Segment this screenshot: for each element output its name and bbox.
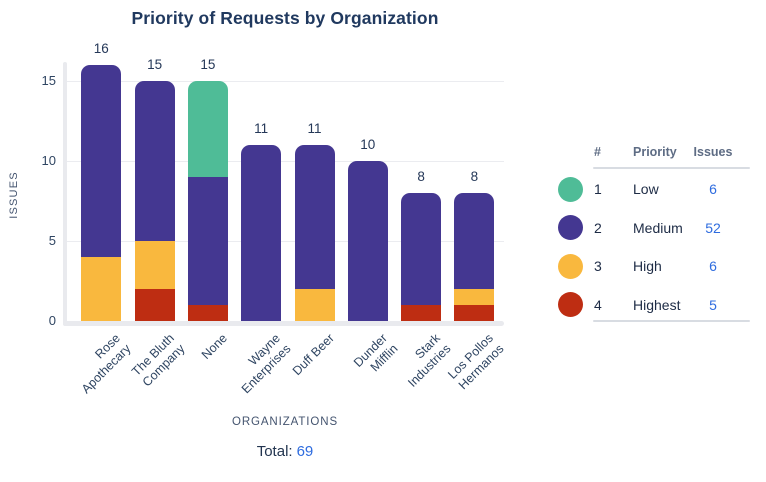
bar-segment-high[interactable] [454,289,495,305]
bar-the-bluth-company[interactable] [134,81,175,321]
bar-segment-high[interactable] [81,257,122,321]
y-tick-label-15: 15 [41,73,56,88]
bar-value-label-none: 15 [200,57,216,72]
bar-wayne-enterprises[interactable] [241,145,282,321]
gridline-10 [65,161,504,162]
gridline-15 [65,81,504,82]
y-axis-title: ISSUES [8,171,20,219]
bar-value-label-rose-apothecary: 16 [93,41,109,56]
bar-value-label-duff-beer: 11 [307,121,322,136]
x-axis-line [63,321,504,326]
bar-segment-highest[interactable] [401,305,442,321]
bar-segment-medium[interactable] [454,193,495,289]
legend-rank-4: 4 [594,296,602,313]
bar-segment-medium[interactable] [241,145,282,321]
bar-value-label-wayne-enterprises: 11 [254,121,269,136]
bar-segment-highest[interactable] [134,289,175,321]
bar-rose-apothecary[interactable] [81,65,122,321]
bar-value-label-dunder-mifflin: 10 [360,137,376,152]
bar-segment-high[interactable] [134,241,175,289]
bar-none[interactable] [187,81,228,321]
bar-value-label-los-pollos-hermanos: 8 [470,169,479,184]
legend-priority-highest: Highest [633,296,681,313]
legend-header-divider [593,167,750,169]
legend-issues-link-medium[interactable]: 52 [705,219,721,236]
legend-issues-link-highest[interactable]: 5 [709,296,717,313]
total-value-link[interactable]: 69 [296,443,314,460]
legend-header-issues: Issues [693,145,733,159]
legend-swatch-high-icon [558,253,583,279]
bar-dunder-mifflin[interactable] [347,161,388,321]
legend-rank-3: 3 [594,258,602,274]
legend-priority-low: Low [633,181,659,197]
legend-issues-link-low[interactable]: 6 [709,181,717,197]
bar-segment-medium[interactable] [401,193,442,305]
bar-segment-highest[interactable] [454,305,495,321]
legend-priority-high: High [633,258,662,274]
bar-segment-medium[interactable] [294,145,335,289]
legend-swatch-highest-icon [558,292,583,317]
y-tick-label-10: 10 [41,153,56,168]
total-label: Total: [256,443,293,460]
legend-rank-2: 2 [594,219,602,236]
y-tick-label-0: 0 [48,313,56,328]
bar-duff-beer[interactable] [294,145,335,321]
bar-stark-industries[interactable] [401,193,442,321]
y-axis-line [63,62,67,326]
legend-swatch-medium-icon [558,215,583,240]
chart-title: Priority of Requests by Organization [131,8,439,28]
legend-header-priority: Priority [633,145,677,159]
bar-value-label-stark-industries: 8 [417,169,425,184]
bar-los-pollos-hermanos[interactable] [454,193,495,321]
x-axis-title: ORGANIZATIONS [231,416,339,428]
bar-segment-high[interactable] [294,289,335,321]
legend-swatch-low-icon [558,176,583,202]
y-tick-label-5: 5 [48,233,56,248]
bar-segment-medium[interactable] [187,177,228,305]
bar-segment-low[interactable] [187,81,228,177]
bar-segment-medium[interactable] [134,81,175,241]
bar-value-label-the-bluth-company: 15 [147,57,163,72]
total-line: Total: 69 [65,443,505,460]
bar-segment-medium[interactable] [347,161,388,321]
legend-priority-medium: Medium [633,219,683,236]
legend-issues-link-high[interactable]: 6 [709,258,717,274]
legend-header--: # [594,145,601,159]
bar-segment-medium[interactable] [81,65,122,257]
legend-footer-divider [593,320,750,322]
bar-segment-highest[interactable] [187,305,228,321]
legend-rank-1: 1 [594,181,602,197]
gridline-5 [65,241,504,242]
